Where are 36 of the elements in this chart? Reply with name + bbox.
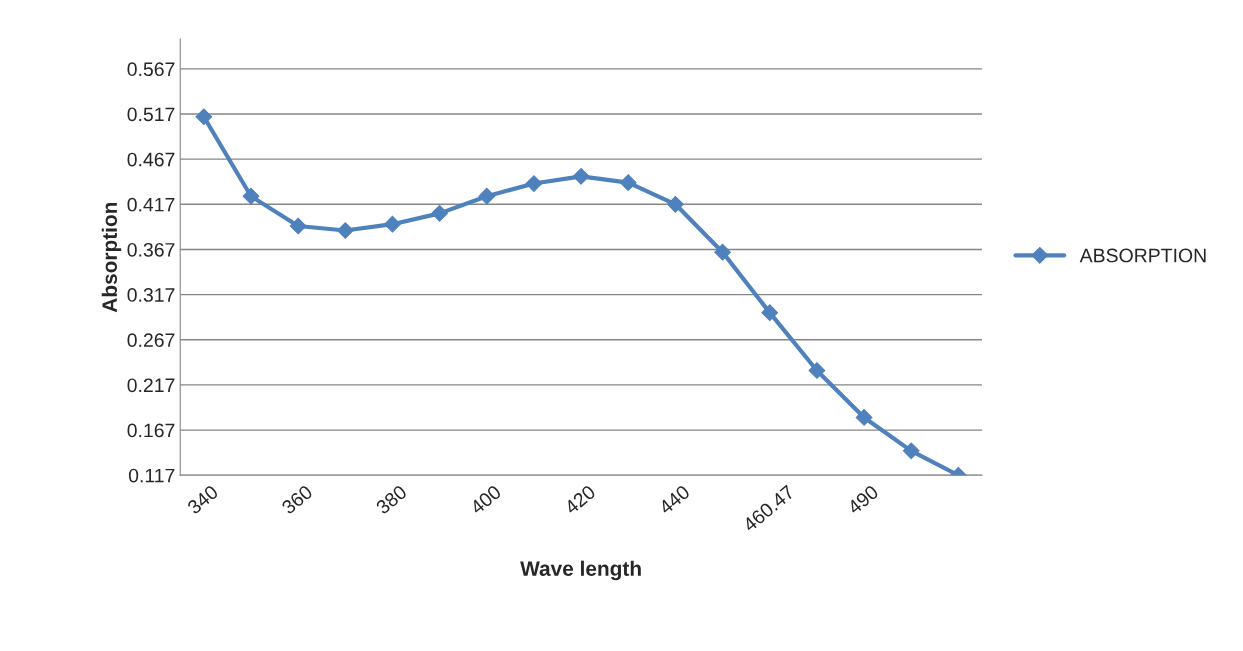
point bbox=[667, 195, 684, 213]
y-tick-label: 0.517 bbox=[127, 107, 175, 122]
point bbox=[572, 167, 590, 185]
point bbox=[714, 243, 731, 261]
x-tick-label: 360 bbox=[280, 484, 314, 515]
point bbox=[195, 108, 213, 126]
x-tick-label: 490 bbox=[846, 484, 880, 516]
y-tick-label: 0.417 bbox=[127, 197, 175, 212]
x-tick-label: 440 bbox=[657, 484, 691, 516]
point bbox=[384, 215, 401, 233]
point bbox=[808, 362, 826, 379]
point bbox=[902, 442, 920, 460]
point bbox=[336, 222, 354, 239]
y-tick-label: 0.217 bbox=[127, 378, 175, 393]
legend-label: ABSORPTION bbox=[1079, 248, 1206, 263]
y-tick-label: 0.167 bbox=[127, 423, 175, 438]
y-tick-label: 0.467 bbox=[127, 152, 175, 167]
point bbox=[431, 204, 448, 222]
point bbox=[289, 217, 307, 235]
y-tick-label: 0.317 bbox=[127, 288, 175, 302]
point bbox=[619, 174, 637, 192]
y-tick-label: 0.117 bbox=[128, 468, 175, 483]
x-tick-label: 340 bbox=[186, 484, 220, 515]
y-axis-title: Absorption bbox=[101, 202, 122, 313]
x-tick-label: 420 bbox=[563, 484, 597, 516]
point bbox=[855, 409, 873, 426]
point bbox=[761, 304, 779, 322]
y-tick-label: 0.567 bbox=[127, 62, 175, 77]
y-tick-label: 0.367 bbox=[127, 242, 175, 257]
x-axis-title: Wave length bbox=[520, 560, 641, 581]
point bbox=[242, 187, 260, 205]
x-tick-label: 380 bbox=[375, 484, 408, 515]
point bbox=[478, 187, 496, 205]
point bbox=[525, 175, 543, 192]
y-tick-label: 0.267 bbox=[127, 333, 175, 348]
x-tick-label: 400 bbox=[469, 484, 502, 516]
